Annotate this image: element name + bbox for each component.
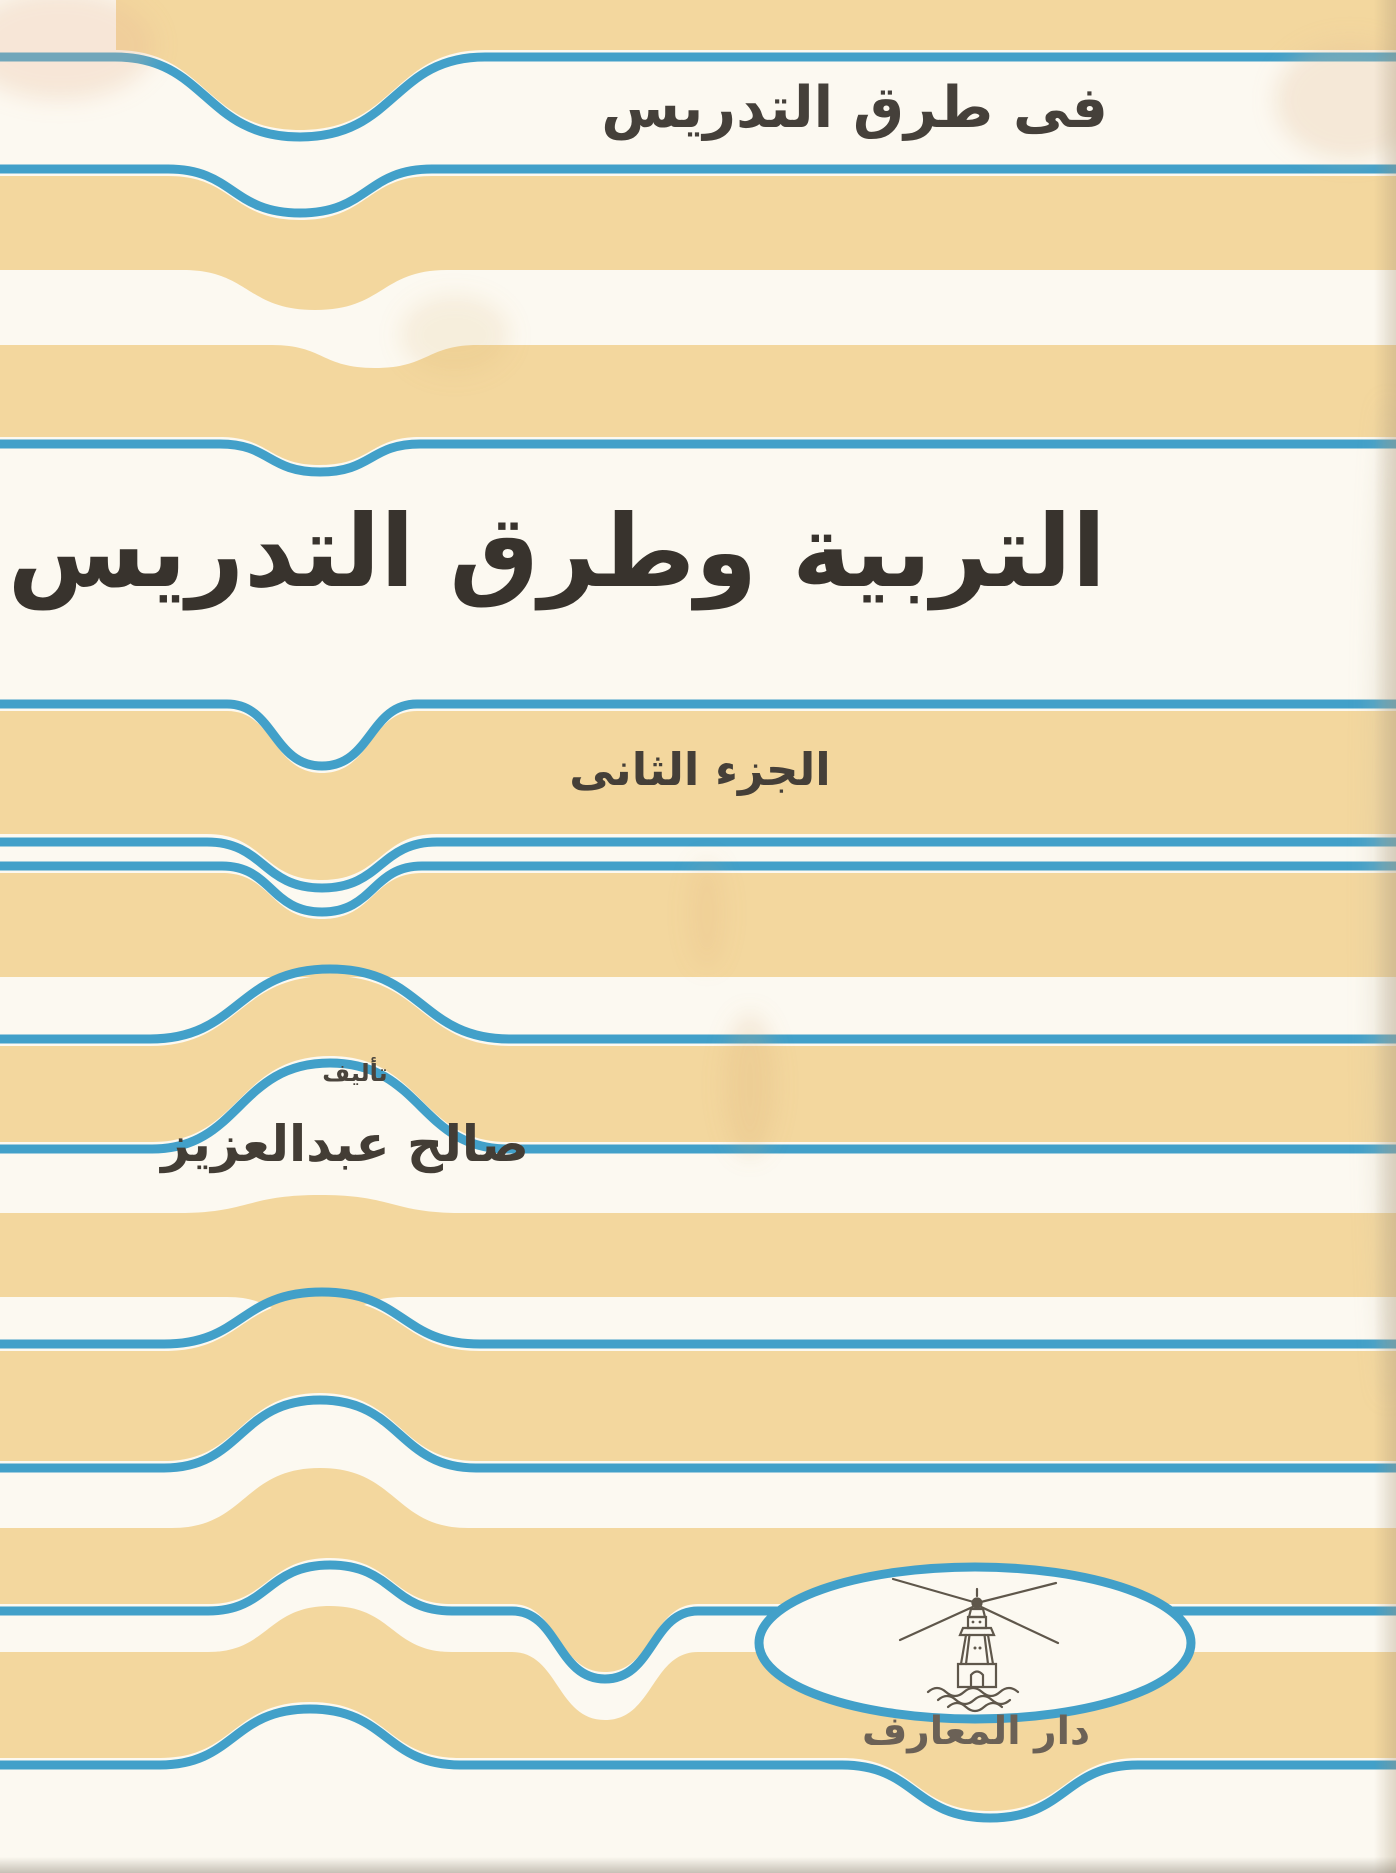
scan-edge-bottom	[0, 1857, 1396, 1873]
lighthouse-icon	[891, 1577, 1060, 1713]
lantern-ball	[971, 1597, 983, 1609]
light-ray	[975, 1581, 1058, 1605]
book-title: التربية وطرق التدريس	[7, 493, 1106, 610]
door-arch	[969, 1670, 985, 1689]
publisher-name: دار المعارف	[862, 1709, 1090, 1754]
light-ray	[898, 1603, 979, 1642]
series-title: فى طرق التدريس	[601, 75, 1108, 141]
part-label: الجزء الثانى	[569, 743, 831, 796]
tower-inner	[964, 1633, 990, 1666]
light-ray	[975, 1603, 1060, 1645]
author-name: صالح عبدالعزيز	[161, 1115, 529, 1173]
balcony	[958, 1626, 996, 1637]
wave-line	[946, 1701, 1004, 1713]
light-ray	[891, 1577, 979, 1605]
byline-label: تأليف	[322, 1059, 388, 1087]
logo-oval	[754, 1562, 1196, 1724]
tower-base	[956, 1662, 998, 1689]
wave-line	[926, 1686, 1020, 1698]
blue-stripe-lines	[0, 52, 1396, 1823]
tower-sides	[959, 1633, 995, 1666]
scan-stains	[0, 0, 1396, 1400]
scan-edge-right	[1374, 0, 1396, 1873]
